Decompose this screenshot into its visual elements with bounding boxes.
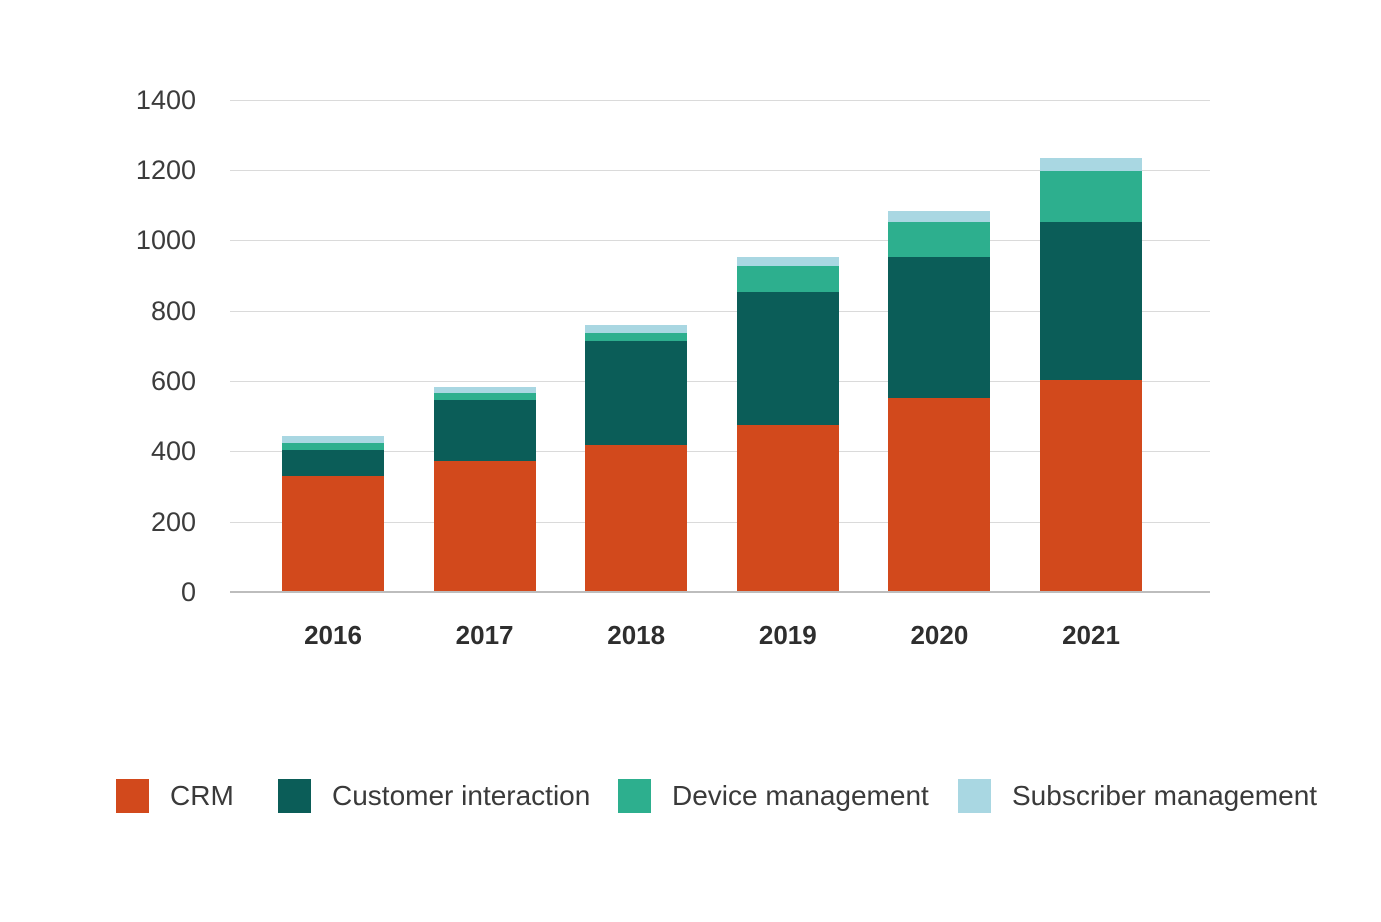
plot-area: 0 200 400 600 800 1000 1200 1400 2016 2017 2018 201… xyxy=(135,84,1210,650)
gridline xyxy=(230,451,1210,453)
bar-segment-2016-subscriber-management[interactable] xyxy=(282,435,384,443)
bar-segment-2016-customer-interaction[interactable] xyxy=(282,449,384,477)
subscriber-management-swatch-icon xyxy=(958,779,991,813)
bar-segment-2020-crm[interactable] xyxy=(888,397,991,593)
gridline xyxy=(230,99,1210,101)
bar-segment-2017-crm[interactable] xyxy=(433,461,536,593)
bar-segment-2016-crm[interactable] xyxy=(282,476,384,593)
bar-segment-2017-subscriber-management[interactable] xyxy=(433,387,536,393)
bar-segment-2018-crm[interactable] xyxy=(585,445,688,593)
bar-segment-2019-crm[interactable] xyxy=(736,424,839,593)
customer-interaction-swatch-icon xyxy=(278,779,311,813)
bar-segment-2018-customer-interaction[interactable] xyxy=(585,340,688,446)
x-axis-line xyxy=(230,591,1210,594)
gridline xyxy=(230,521,1210,523)
y-tick-label: 600 xyxy=(150,365,196,396)
legend-label: Subscriber management xyxy=(1012,780,1318,811)
bar-segment-2017-customer-interaction[interactable] xyxy=(433,399,536,462)
x-tick-label: 2016 xyxy=(304,620,362,650)
y-tick-label: 1200 xyxy=(135,155,196,186)
legend: CRM Customer interaction Device manageme… xyxy=(0,770,1381,830)
gridline xyxy=(230,240,1210,242)
y-tick-label: 200 xyxy=(150,506,196,537)
x-tick-label: 2017 xyxy=(455,620,514,650)
x-tick-label: 2021 xyxy=(1062,620,1120,650)
bar-segment-2020-device-management[interactable] xyxy=(888,222,991,258)
bar-segment-2019-subscriber-management[interactable] xyxy=(736,256,839,266)
bar-segment-2019-device-management[interactable] xyxy=(736,265,839,292)
y-tick-label: 0 xyxy=(180,576,196,607)
bar-segment-2016-device-management[interactable] xyxy=(282,442,384,450)
y-tick-label: 800 xyxy=(150,295,196,326)
legend-label: Device management xyxy=(672,780,929,811)
bar-segment-2018-subscriber-management[interactable] xyxy=(585,325,688,333)
bar-segment-2021-crm[interactable] xyxy=(1040,379,1142,593)
y-tick-label: 1400 xyxy=(135,84,196,115)
bar-segment-2021-subscriber-management[interactable] xyxy=(1040,158,1142,171)
y-tick-label: 400 xyxy=(150,436,196,467)
gridline xyxy=(230,170,1210,172)
crm-swatch-icon xyxy=(116,779,149,813)
legend-label: Customer interaction xyxy=(332,780,591,811)
gridline xyxy=(230,310,1210,312)
bar-segment-2019-customer-interaction[interactable] xyxy=(736,291,839,425)
bar-segment-2018-device-management[interactable] xyxy=(585,332,688,341)
bar-segment-2020-customer-interaction[interactable] xyxy=(888,257,991,398)
device-management-swatch-icon xyxy=(618,779,651,813)
bar-segment-2021-customer-interaction[interactable] xyxy=(1040,221,1142,380)
y-tick-label: 1000 xyxy=(135,225,196,256)
bar-segment-2017-device-management[interactable] xyxy=(433,392,536,400)
bar-segment-2020-subscriber-management[interactable] xyxy=(888,210,991,223)
legend-label: CRM xyxy=(170,780,234,811)
bar-segment-2021-device-management[interactable] xyxy=(1040,170,1142,222)
gridline xyxy=(230,380,1210,382)
x-tick-label: 2020 xyxy=(910,620,969,650)
x-tick-label: 2019 xyxy=(758,620,817,650)
x-tick-label: 2018 xyxy=(607,620,666,650)
